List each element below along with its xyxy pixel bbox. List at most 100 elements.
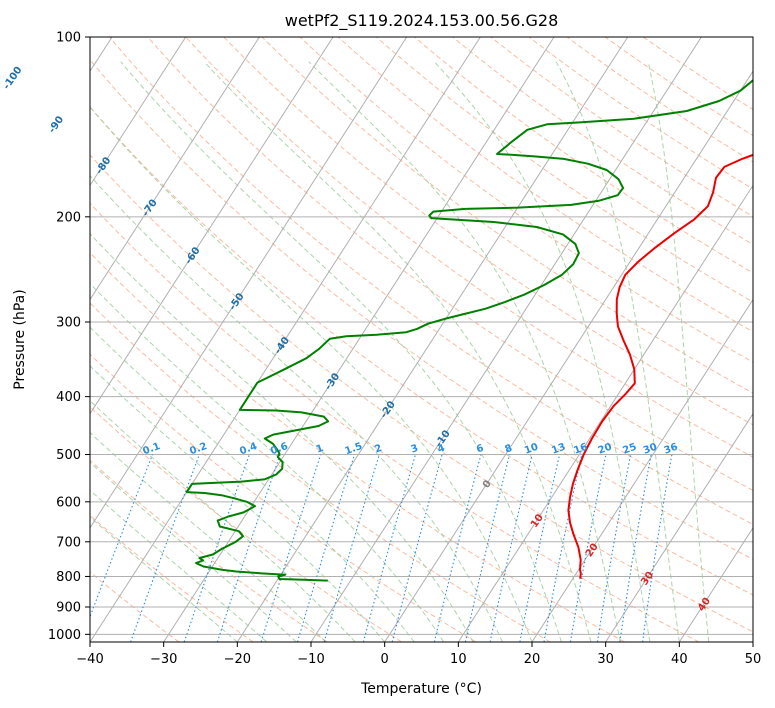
isotherm-line: [310, 37, 702, 642]
moist-adiabat-line: [90, 106, 533, 642]
moist-adiabat-line: [90, 233, 474, 642]
isotherm-line: [90, 37, 187, 187]
isotherm-line: [384, 70, 753, 642]
mixing-ratio-label: 1: [315, 443, 325, 456]
mixing-ratio-label: 30: [642, 442, 659, 457]
dry-adiabat-line: [90, 353, 477, 642]
moist-adiabat-line: [90, 175, 503, 642]
dry-adiabat-line: [223, 37, 753, 426]
chart-title: wetPf2_S119.2024.153.00.56.G28: [285, 11, 559, 31]
mixing-ratio-line: [216, 454, 281, 642]
moist-adiabats: [90, 61, 710, 642]
dry-adiabat-line: [90, 514, 254, 642]
mixing-ratio-line: [296, 454, 356, 642]
isotherm-line: [90, 37, 481, 642]
dry-adiabats: [90, 37, 753, 642]
isotherm-line: [90, 37, 260, 301]
y-tick-label: 500: [56, 448, 81, 463]
x-tick-label: −10: [297, 652, 324, 667]
x-tick-label: 0: [381, 652, 389, 667]
y-tick-label: 800: [56, 570, 81, 585]
moist-adiabat-line: [647, 61, 710, 642]
isotherm-line: [752, 641, 753, 642]
y-tick-label: 400: [56, 390, 81, 405]
mixing-ratio-line: [323, 454, 380, 642]
mixing-ratio-line: [362, 454, 417, 642]
mixing-ratio-label: 4: [436, 443, 446, 456]
mixing-ratio-label: 13: [550, 442, 567, 457]
dry-adiabat-line: [90, 252, 625, 642]
mixing-ratio-line: [519, 454, 561, 642]
y-tick-label: 1000: [48, 628, 81, 643]
moist-adiabat-line: [433, 61, 651, 642]
mixing-ratio-label: 6: [475, 443, 485, 456]
isotherm-line: [678, 526, 753, 642]
mixing-ratio-label: 25: [621, 442, 638, 457]
y-tick-label: 900: [56, 600, 81, 615]
plot-area: [90, 37, 753, 642]
dry-adiabat-line: [146, 37, 753, 491]
plot-frame: [89, 36, 754, 643]
moist-adiabat-line: [90, 282, 445, 642]
x-tick-label: 50: [745, 652, 762, 667]
y-tick-label: 600: [56, 495, 81, 510]
moist-adiabat-line: [555, 61, 680, 642]
isotherm-line: [605, 412, 753, 642]
mixing-ratio-label: 3: [410, 443, 420, 456]
x-tick-label: 40: [671, 652, 688, 667]
plot-background: [90, 37, 753, 642]
mixing-ratio-line: [391, 454, 443, 642]
mixing-ratio-line: [260, 454, 322, 642]
y-tick-label: 100: [56, 31, 81, 46]
mixing-ratio-label: 10: [523, 442, 540, 457]
y-tick-label: 300: [56, 315, 81, 330]
isotherm-label: -100: [1, 65, 24, 92]
dry-adiabat-line: [90, 106, 753, 596]
moist-adiabat-line: [90, 461, 297, 642]
isotherm-line: [90, 37, 334, 415]
dry-adiabat-line: [90, 59, 753, 560]
y-axis-ticks: 100 200 300 400 500 600 700 800 900 1000: [48, 31, 90, 643]
y-tick-label: 700: [56, 535, 81, 550]
mixing-ratio-lines: [90, 454, 673, 642]
mixing-ratio-line: [489, 454, 533, 642]
isotherm-line: [163, 37, 555, 642]
isotherm-line: [90, 37, 408, 529]
dry-adiabat-line: [90, 154, 753, 633]
mixing-ratio-line: [464, 454, 511, 642]
moist-adiabat-line: [90, 326, 415, 642]
mixing-ratio-label: 36: [663, 442, 680, 457]
x-tick-label: −30: [150, 652, 177, 667]
x-tick-label: 30: [597, 652, 614, 667]
mixing-ratio-label: 20: [597, 442, 614, 457]
dry-adiabat-line: [299, 37, 753, 363]
dry-adiabat-line: [261, 37, 753, 394]
y-axis-label: Pressure (hPa): [12, 289, 28, 389]
mixing-ratio-line: [130, 454, 200, 642]
isotherm-label: -90: [47, 114, 66, 135]
isotherm-line: [236, 37, 629, 642]
dry-adiabat-line: [108, 37, 753, 525]
isotherm-lines: [90, 37, 753, 642]
dry-adiabat-line: [90, 302, 551, 642]
x-axis-label: Temperature (°C): [360, 681, 482, 697]
isotherm-line: [457, 184, 753, 642]
mixing-ratio-line: [543, 454, 583, 642]
temperature-line: [567, 153, 753, 579]
dry-adiabat-line: [90, 202, 700, 642]
y-tick-label: 200: [56, 210, 81, 225]
x-tick-label: −20: [224, 652, 251, 667]
dewpoint-line: [185, 79, 753, 582]
mixing-ratio-label: 8: [504, 443, 514, 456]
x-axis-ticks: −40 −30 −20 −10 0 10 20 30 40 50: [76, 642, 761, 667]
moist-adiabat-line: [203, 61, 592, 642]
moist-adiabat-line: [90, 516, 238, 642]
moist-adiabat-line: [120, 61, 562, 642]
moist-adiabat-line: [308, 61, 621, 642]
mixing-ratio-line: [183, 454, 250, 642]
x-tick-label: −40: [76, 652, 103, 667]
mixing-ratio-label: 16: [572, 442, 589, 457]
x-tick-label: 10: [450, 652, 467, 667]
dry-adiabat-line: [90, 459, 328, 642]
